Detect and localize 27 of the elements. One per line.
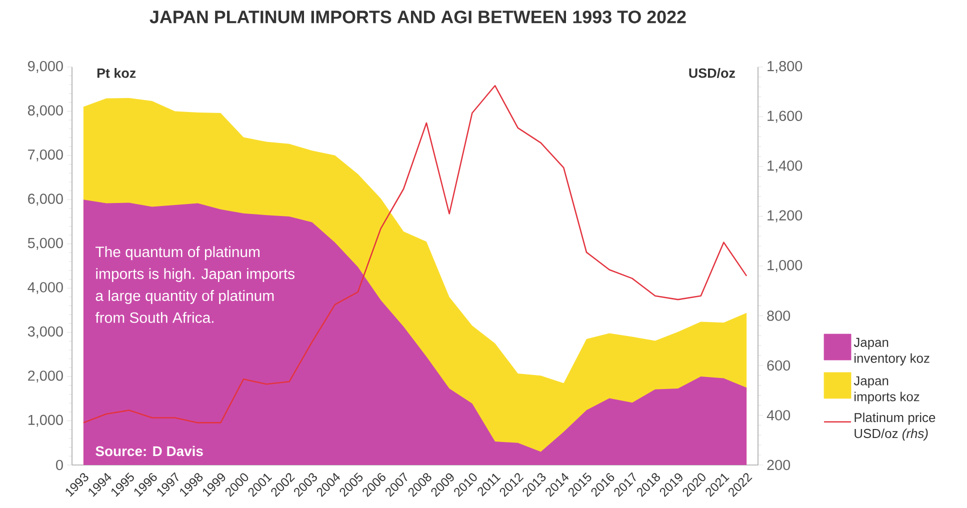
y2-tick-label: 600: [767, 360, 790, 371]
y-tick-label: 4,000: [28, 282, 63, 294]
legend-label: Platinum price USD/oz (rhs): [854, 412, 936, 441]
y2-tick-label: 400: [766, 410, 790, 420]
legend-label: Japan inventory koz: [854, 338, 930, 366]
annotation: Source: D Davis: [96, 446, 203, 456]
y-tick-label: 2,000: [28, 370, 63, 383]
y-axis-title: Pt koz: [97, 68, 136, 78]
y2-tick-label: 1,000: [768, 260, 802, 272]
y2-tick-label: 1,600: [768, 110, 802, 123]
y2-tick-label: 1,400: [768, 160, 802, 172]
y-tick-label: 7,000: [28, 149, 63, 162]
legend-label: Japan imports koz: [854, 376, 920, 404]
y2-tick-label: 800: [767, 310, 790, 321]
y2-tick-label: 1,200: [768, 210, 802, 222]
y2-axis-title: USD/oz: [689, 68, 735, 78]
y-tick-label: 1,000: [28, 414, 63, 427]
y-tick-label: 0: [56, 460, 63, 470]
y-tick-label: 3,000: [28, 326, 63, 338]
y-tick-label: 8,000: [28, 105, 63, 118]
y-tick-label: 5,000: [28, 238, 63, 250]
chart-title: JAPAN PLATINUM IMPORTS AND AGI BETWEEN 1993 TO 2022: [150, 10, 686, 24]
y-tick-label: 9,000: [28, 61, 63, 73]
y-tick-label: 6,000: [28, 194, 63, 206]
y2-tick-label: 1,800: [768, 61, 802, 73]
annotation: The quantum of platinum imports is high. Japan imports a large quantity of platinum from South Africa.: [95, 246, 294, 323]
y2-tick-label: 200: [767, 460, 790, 470]
